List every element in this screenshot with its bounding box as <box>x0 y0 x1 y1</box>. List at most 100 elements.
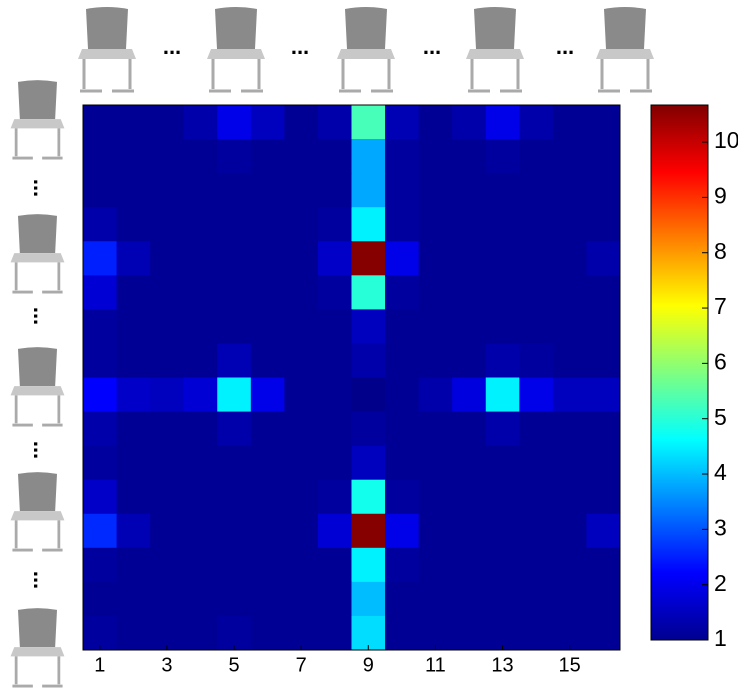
heat-cell <box>486 105 520 140</box>
heat-cell <box>419 514 453 549</box>
chart: ... ... ... ... ... ... ... ... 13579111… <box>0 0 738 694</box>
heat-cell <box>419 207 453 242</box>
heat-cell <box>452 241 486 276</box>
heat-cell <box>251 378 285 413</box>
heat-cell <box>553 139 587 174</box>
chair-icon <box>466 7 524 91</box>
heat-cell <box>318 548 352 583</box>
heat-cell <box>486 241 520 276</box>
heat-cell <box>452 616 486 651</box>
heat-cell <box>284 446 318 481</box>
heat-cell <box>184 582 218 617</box>
heat-cell <box>385 241 419 276</box>
heat-cell <box>318 412 352 447</box>
heat-cell <box>553 105 587 140</box>
heat-cell <box>452 105 486 140</box>
heat-cell <box>553 446 587 481</box>
heat-cell <box>586 275 620 310</box>
heat-cell <box>284 548 318 583</box>
x-tick-label: 5 <box>228 654 239 676</box>
heat-cell <box>486 275 520 310</box>
heat-cell <box>586 514 620 549</box>
x-tick-label: 13 <box>491 654 513 676</box>
heat-cell <box>486 139 520 174</box>
heat-cell <box>318 241 352 276</box>
heat-cell <box>586 412 620 447</box>
heat-cell <box>486 548 520 583</box>
heat-cell <box>519 343 553 378</box>
heat-cell <box>184 480 218 515</box>
heat-cell <box>184 343 218 378</box>
ellipsis: ... <box>163 34 181 59</box>
heat-cell <box>217 105 251 140</box>
heat-cell <box>553 514 587 549</box>
heat-cell <box>184 139 218 174</box>
heat-cell <box>352 446 386 481</box>
heat-cell <box>284 378 318 413</box>
heat-cell <box>385 514 419 549</box>
heat-cell <box>251 207 285 242</box>
heat-cell <box>486 412 520 447</box>
heat-cell <box>83 173 117 208</box>
heat-cell <box>519 309 553 344</box>
heat-cell <box>217 582 251 617</box>
heat-cell <box>586 139 620 174</box>
heat-cell <box>452 207 486 242</box>
chair-icon <box>11 608 65 686</box>
left-icons: ... ... ... ... <box>11 80 65 686</box>
heat-cell <box>184 207 218 242</box>
heat-cell <box>217 309 251 344</box>
heat-cell <box>284 412 318 447</box>
heat-cell <box>452 378 486 413</box>
heat-cell <box>519 241 553 276</box>
heat-cell <box>117 173 151 208</box>
heat-cell <box>318 582 352 617</box>
heat-cell <box>419 582 453 617</box>
chair-icon <box>78 7 136 91</box>
heat-cell <box>184 548 218 583</box>
heat-cell <box>352 207 386 242</box>
heat-cell <box>519 412 553 447</box>
heat-cell <box>486 480 520 515</box>
heat-cell <box>150 173 184 208</box>
heat-cell <box>519 548 553 583</box>
heat-cell <box>519 480 553 515</box>
chair-icon <box>11 472 65 550</box>
heat-cell <box>217 139 251 174</box>
heat-cell <box>385 207 419 242</box>
heat-cell <box>251 173 285 208</box>
heat-cell <box>217 343 251 378</box>
heat-cell <box>117 241 151 276</box>
heat-cell <box>419 343 453 378</box>
colorbar-tick-label: 4 <box>714 459 727 485</box>
heat-cell <box>419 139 453 174</box>
heat-cell <box>117 412 151 447</box>
heat-cell <box>352 275 386 310</box>
heat-cell <box>318 378 352 413</box>
colorbar-tick-label: 5 <box>714 404 727 430</box>
heat-cell <box>117 616 151 651</box>
heat-cell <box>318 480 352 515</box>
heat-cell <box>284 480 318 515</box>
heat-cell <box>452 343 486 378</box>
heat-cell <box>553 548 587 583</box>
heat-cell <box>586 378 620 413</box>
heat-cell <box>385 616 419 651</box>
heat-cell <box>217 446 251 481</box>
heat-cell <box>251 582 285 617</box>
heat-cell <box>150 480 184 515</box>
heat-cell <box>117 446 151 481</box>
heat-cell <box>486 173 520 208</box>
heat-cell <box>385 309 419 344</box>
heat-cell <box>419 105 453 140</box>
heat-cell <box>553 241 587 276</box>
heat-cell <box>83 139 117 174</box>
heat-cell <box>385 275 419 310</box>
ellipsis: ... <box>29 179 54 197</box>
heat-cell <box>184 309 218 344</box>
ellipsis: ... <box>423 34 441 59</box>
heat-cell <box>117 343 151 378</box>
heat-cell <box>251 343 285 378</box>
ellipsis: ... <box>556 34 574 59</box>
chair-icon <box>337 7 395 91</box>
